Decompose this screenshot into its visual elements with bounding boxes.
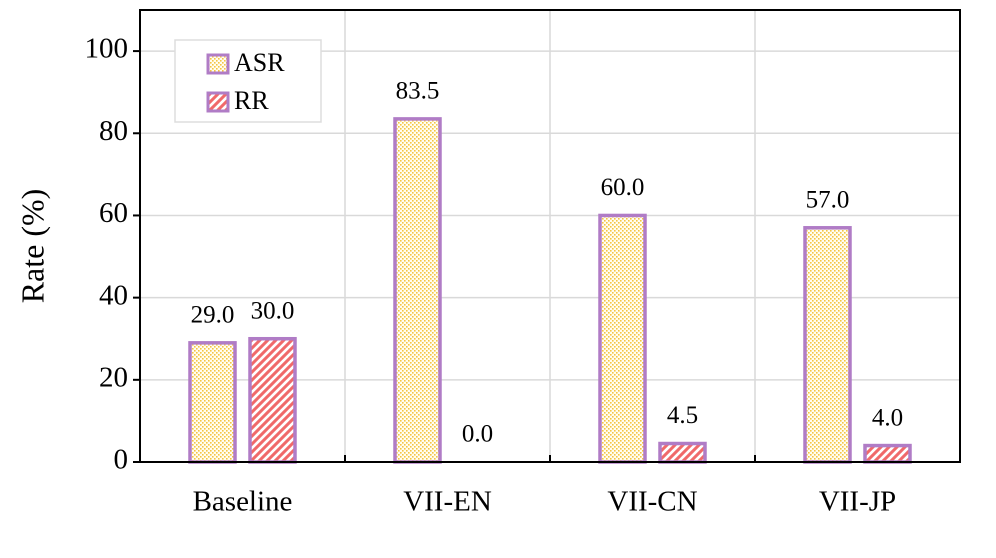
value-label: 60.0 — [601, 174, 645, 201]
y-tick-label: 0 — [114, 444, 129, 476]
y-tick-label: 80 — [99, 115, 128, 147]
value-label: 4.5 — [667, 402, 698, 429]
x-tick-label: VII-JP — [819, 486, 896, 518]
value-label: 0.0 — [462, 421, 493, 448]
bar — [863, 443, 912, 464]
plot-frame — [139, 9, 961, 463]
legend-label: ASR — [234, 48, 285, 77]
bar — [393, 117, 442, 464]
legend-label: RR — [234, 86, 269, 115]
x-tick-label: Baseline — [193, 486, 293, 518]
value-label: 57.0 — [806, 187, 850, 214]
bar — [188, 341, 237, 464]
y-tick-label: 20 — [99, 361, 128, 393]
bar — [598, 213, 647, 464]
y-tick-label: 60 — [99, 197, 128, 229]
value-label: 83.5 — [396, 78, 440, 105]
bar — [248, 336, 297, 464]
value-label: 29.0 — [191, 302, 235, 329]
bar — [658, 441, 707, 464]
y-axis-label: Rate (%) — [14, 189, 50, 304]
x-tick-label: VII-CN — [607, 486, 697, 518]
value-label: 4.0 — [872, 404, 903, 431]
legend-swatch — [206, 91, 230, 113]
y-tick-label: 40 — [99, 279, 128, 311]
legend-box — [174, 39, 322, 123]
x-tick-label: VII-EN — [403, 486, 492, 518]
legend-swatch — [206, 53, 230, 75]
value-label: 30.0 — [251, 297, 295, 324]
bar — [803, 226, 852, 464]
y-tick-label: 100 — [85, 33, 129, 65]
